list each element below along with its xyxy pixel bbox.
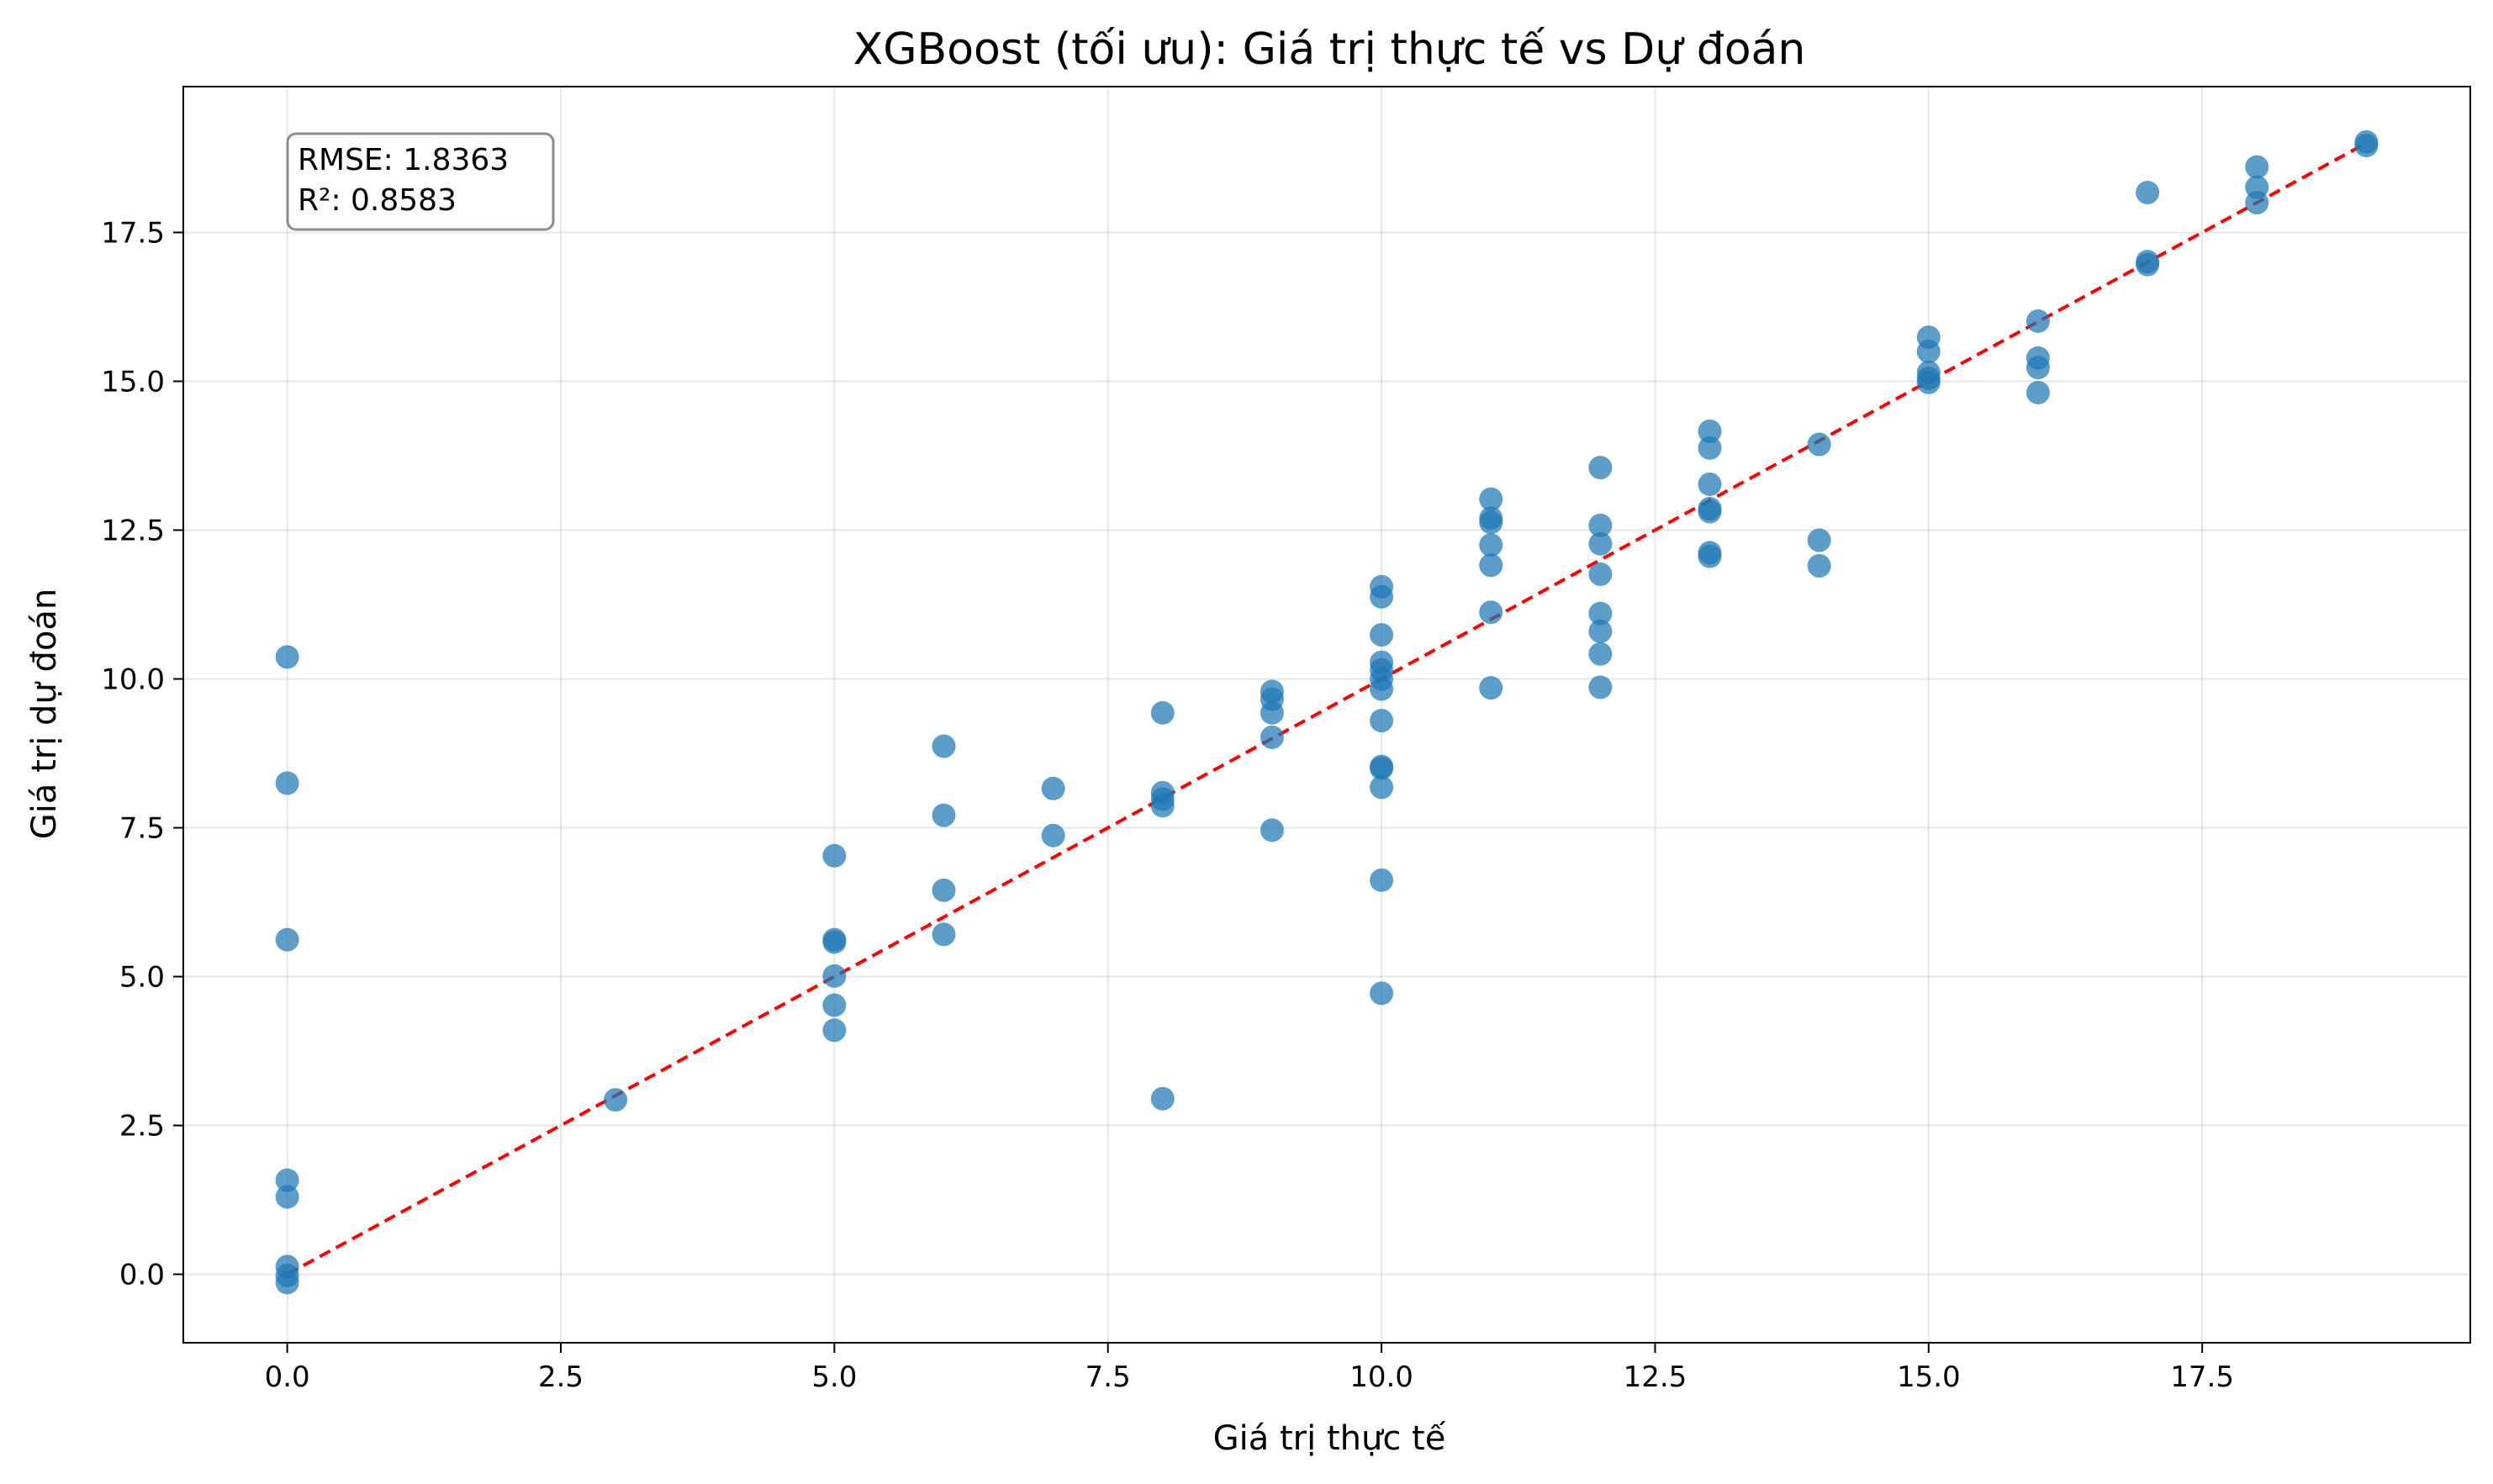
data-point xyxy=(276,1186,299,1209)
data-point xyxy=(1370,709,1393,732)
data-point xyxy=(1151,1087,1175,1111)
stats-annotation-box: RMSE: 1.8363 R²: 0.8583 xyxy=(288,134,553,230)
data-point xyxy=(1588,642,1612,666)
data-point xyxy=(822,964,846,988)
data-point xyxy=(1698,500,1722,524)
x-axis-label: Giá trị thực tế xyxy=(1213,1419,1446,1458)
x-tick-label: 15.0 xyxy=(1897,1360,1961,1394)
data-point xyxy=(276,928,299,952)
data-point xyxy=(932,879,955,902)
data-point xyxy=(1370,678,1393,701)
data-point xyxy=(1479,600,1503,624)
data-point xyxy=(1370,869,1393,892)
data-point xyxy=(1808,433,1831,457)
data-point xyxy=(1151,701,1175,725)
data-point xyxy=(1042,777,1065,800)
data-point xyxy=(1698,436,1722,460)
x-tick-label: 0.0 xyxy=(265,1360,310,1394)
y-tick-label: 5.0 xyxy=(119,961,165,995)
data-point xyxy=(1917,371,1941,394)
chart-title: XGBoost (tối ưu): Giá trị thực tế vs Dự … xyxy=(853,24,1806,75)
data-point xyxy=(822,930,846,953)
x-tick-label: 10.0 xyxy=(1349,1360,1413,1394)
r-squared-label: R²: 0.8583 xyxy=(298,183,457,218)
data-point xyxy=(1479,553,1503,577)
data-point xyxy=(932,735,955,758)
data-point xyxy=(276,771,299,795)
data-point xyxy=(932,922,955,946)
data-point xyxy=(822,994,846,1017)
data-point xyxy=(1588,620,1612,643)
y-axis-label: Giá trị dự đoán xyxy=(25,589,64,839)
data-point xyxy=(1698,545,1722,568)
data-point xyxy=(1479,676,1503,700)
y-tick-label: 15.0 xyxy=(101,365,165,399)
data-point xyxy=(2245,156,2269,179)
data-point xyxy=(1917,340,1941,363)
data-point xyxy=(1260,701,1284,725)
data-point xyxy=(1042,824,1065,848)
data-point xyxy=(1588,562,1612,586)
data-point xyxy=(822,844,846,868)
data-point xyxy=(1808,529,1831,552)
data-point xyxy=(2136,181,2159,204)
data-point xyxy=(1588,675,1612,699)
data-point xyxy=(2026,356,2050,379)
data-point xyxy=(822,1018,846,1042)
y-tick-label: 10.0 xyxy=(101,663,165,697)
data-point xyxy=(1698,473,1722,496)
data-point xyxy=(1808,554,1831,578)
data-point xyxy=(1588,456,1612,479)
y-tick-label: 0.0 xyxy=(119,1259,165,1292)
data-point xyxy=(276,645,299,668)
data-point xyxy=(1588,532,1612,556)
data-point xyxy=(1370,623,1393,647)
data-point xyxy=(2136,253,2159,277)
x-tick-label: 12.5 xyxy=(1624,1360,1688,1394)
data-point xyxy=(1479,510,1503,534)
x-tick-label: 17.5 xyxy=(2170,1360,2234,1394)
data-point xyxy=(2245,191,2269,214)
data-point xyxy=(2026,309,2050,333)
y-tick-label: 7.5 xyxy=(119,812,165,846)
x-tick-label: 2.5 xyxy=(538,1360,584,1394)
data-point xyxy=(2354,134,2378,157)
data-point xyxy=(2026,381,2050,404)
data-point xyxy=(1370,585,1393,609)
data-point xyxy=(604,1088,627,1112)
data-point xyxy=(1370,775,1393,799)
data-point xyxy=(1260,818,1284,842)
data-point xyxy=(1370,981,1393,1005)
data-point xyxy=(932,804,955,827)
y-tick-label: 2.5 xyxy=(119,1110,165,1143)
data-point xyxy=(1151,794,1175,817)
data-point xyxy=(1479,533,1503,557)
data-point xyxy=(276,1270,299,1294)
y-tick-label: 12.5 xyxy=(101,515,165,548)
y-tick-label: 17.5 xyxy=(101,216,165,250)
data-point xyxy=(1260,726,1284,749)
x-tick-label: 5.0 xyxy=(811,1360,857,1394)
x-tick-label: 7.5 xyxy=(1085,1360,1131,1394)
rmse-label: RMSE: 1.8363 xyxy=(298,143,509,177)
